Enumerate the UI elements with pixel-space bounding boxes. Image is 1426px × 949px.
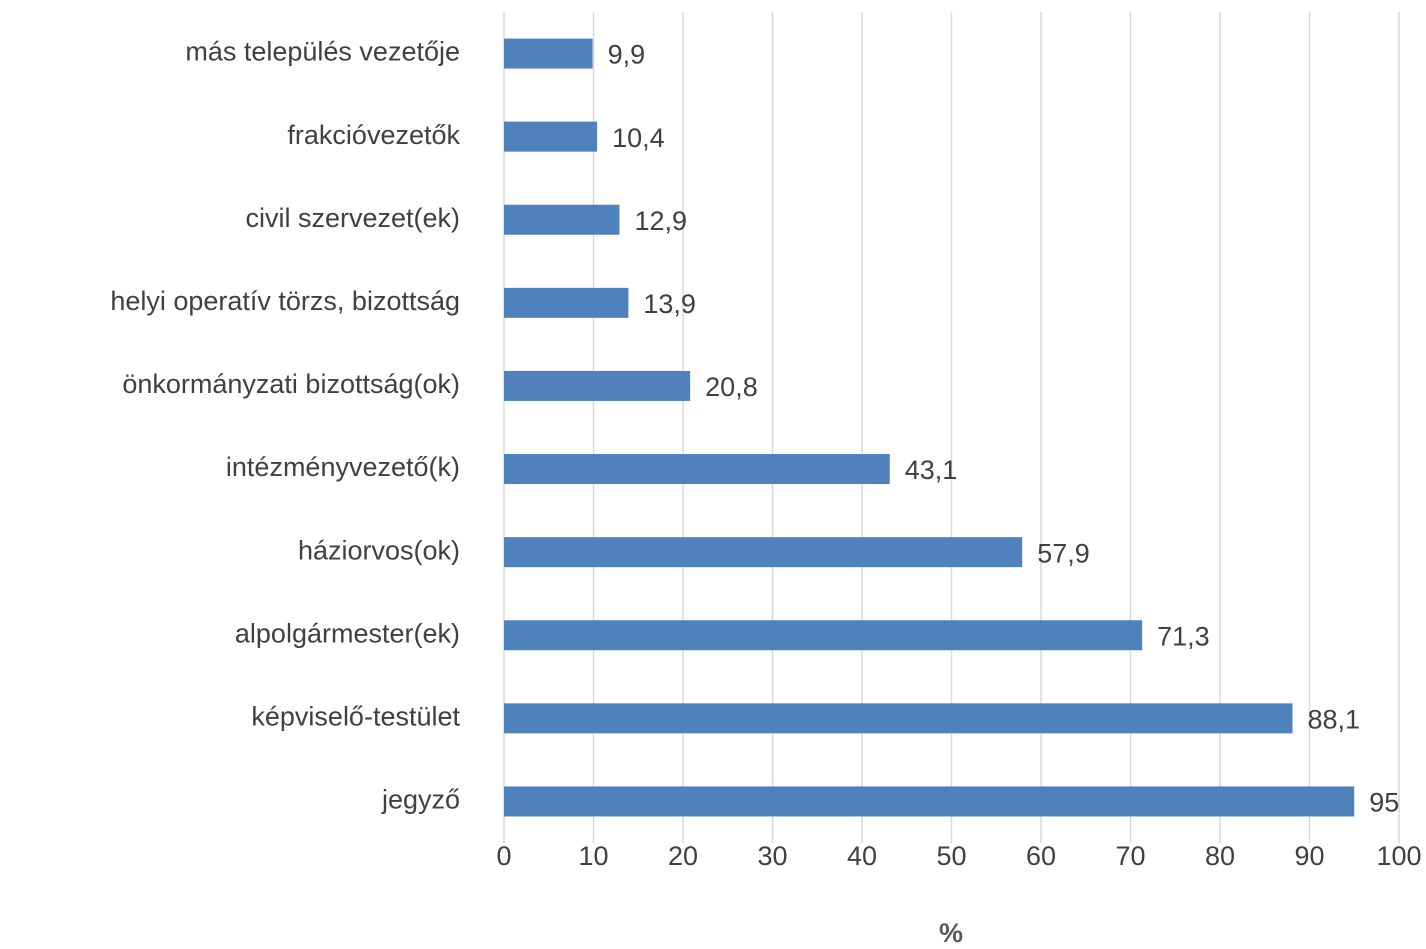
y-tick-label: képviselő-testület (251, 701, 460, 731)
data-label: 57,9 (1037, 538, 1090, 568)
y-tick-label: más település vezetője (185, 37, 460, 67)
y-tick-label: alpolgármester(ek) (235, 618, 460, 648)
x-tick-label: 100 (1376, 841, 1421, 871)
bar (504, 370, 691, 401)
x-tick-label: 10 (578, 841, 608, 871)
x-tick-label: 50 (936, 841, 966, 871)
x-tick-label: 40 (847, 841, 877, 871)
bar (504, 537, 1023, 568)
data-label: 95 (1369, 788, 1399, 818)
bar (504, 38, 593, 69)
data-label: 88,1 (1307, 704, 1360, 734)
x-tick-label: 0 (496, 841, 511, 871)
x-tick-label: 70 (1115, 841, 1145, 871)
data-label: 20,8 (705, 372, 758, 402)
x-tick-label: 30 (757, 841, 787, 871)
x-tick-label: 80 (1205, 841, 1235, 871)
data-label: 9,9 (608, 40, 646, 70)
y-tick-label: jegyző (381, 785, 460, 815)
data-label: 13,9 (643, 289, 696, 319)
bar (504, 454, 890, 485)
data-label: 71,3 (1157, 621, 1210, 651)
data-label: 12,9 (634, 206, 687, 236)
bar (504, 204, 620, 235)
y-tick-label: civil szervezet(ek) (245, 203, 460, 233)
x-tick-label: 20 (668, 841, 698, 871)
bar (504, 620, 1143, 651)
y-tick-label: helyi operatív törzs, bizottság (110, 286, 460, 316)
bar (504, 287, 629, 318)
data-label: 10,4 (612, 123, 665, 153)
y-tick-label: intézményvezető(k) (226, 452, 460, 482)
x-tick-label: 90 (1294, 841, 1324, 871)
x-axis-label: % (939, 918, 963, 948)
bar (504, 786, 1355, 817)
bar (504, 121, 598, 152)
y-tick-label: önkormányzati bizottság(ok) (122, 369, 460, 399)
data-label: 43,1 (905, 455, 958, 485)
x-tick-label: 60 (1026, 841, 1056, 871)
bar (504, 703, 1293, 734)
y-tick-label: frakcióvezetők (287, 120, 460, 150)
y-tick-label: háziorvos(ok) (298, 535, 460, 565)
